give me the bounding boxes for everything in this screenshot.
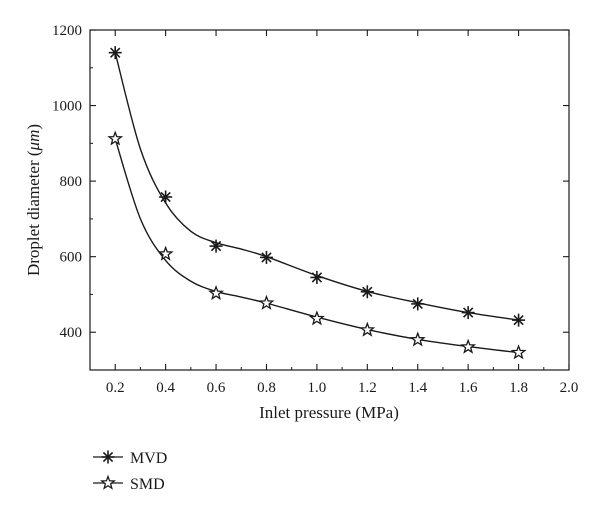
y-axis-title-unit: μm xyxy=(24,130,43,152)
x-axis: 0.2 0.4 0.6 0.8 1.0 1.2 1.4 1.6 1.8 2.0 xyxy=(106,30,579,396)
x-tick-label: 0.8 xyxy=(257,380,276,396)
data-point-mvd xyxy=(461,306,475,320)
data-point-smd xyxy=(460,338,477,354)
data-point-mvd xyxy=(310,270,324,284)
x-tick-label: 1.0 xyxy=(308,380,327,396)
legend-label-mvd: MVD xyxy=(130,450,167,467)
data-point-mvd xyxy=(108,46,122,60)
x-axis-title: Inlet pressure (MPa) xyxy=(259,403,399,422)
data-point-smd xyxy=(510,344,527,360)
data-point-mvd xyxy=(411,297,425,311)
plot-frame xyxy=(89,29,570,371)
x-tick-label: 0.4 xyxy=(156,380,175,396)
data-point-smd xyxy=(258,294,275,310)
data-point-mvd xyxy=(159,190,173,204)
x-tick-label: 1.8 xyxy=(509,380,528,396)
x-tick-label: 1.6 xyxy=(459,380,478,396)
y-axis: 400 600 800 1000 1200 xyxy=(52,23,569,371)
y-axis-title-close: ) xyxy=(24,124,43,130)
y-tick-label: 600 xyxy=(60,250,83,266)
data-point-mvd xyxy=(259,250,273,264)
x-tick-label: 0.6 xyxy=(207,380,226,396)
y-tick-label: 800 xyxy=(60,174,83,190)
data-point-smd xyxy=(359,321,376,337)
legend: MVD SMD xyxy=(93,450,167,493)
x-tick-label: 0.2 xyxy=(106,380,125,396)
legend-label-smd: SMD xyxy=(130,476,165,493)
x-tick-label: 1.4 xyxy=(408,380,427,396)
data-point-mvd xyxy=(209,239,223,253)
y-axis-title-main: Droplet diameter ( xyxy=(24,150,43,276)
data-point-smd xyxy=(107,130,124,146)
legend-marker-smd xyxy=(100,474,116,490)
y-axis-title: Droplet diameter (μm) xyxy=(24,124,43,276)
data-point-mvd xyxy=(360,285,374,299)
x-tick-label: 2.0 xyxy=(560,380,579,396)
y-tick-label: 400 xyxy=(60,325,83,341)
data-point-smd xyxy=(157,245,174,261)
x-tick-label: 1.2 xyxy=(358,380,377,396)
y-tick-label: 1000 xyxy=(52,99,82,115)
data-point-smd xyxy=(208,284,224,301)
series-layer xyxy=(107,46,527,360)
data-point-smd xyxy=(308,310,325,326)
legend-marker-mvd xyxy=(101,450,115,464)
data-point-smd xyxy=(409,331,426,347)
data-point-mvd xyxy=(512,313,526,327)
y-tick-label: 1200 xyxy=(52,23,82,39)
